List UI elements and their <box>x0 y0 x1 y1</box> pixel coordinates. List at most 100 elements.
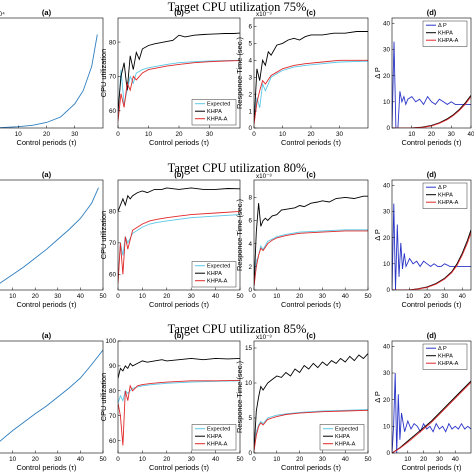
x-tick-label: 50 <box>236 456 244 463</box>
x-tick-label: 0 <box>116 456 120 463</box>
y-tick-label: 70 <box>109 413 117 420</box>
axes-frame <box>117 340 241 454</box>
x-tick-label: 10 <box>408 131 416 138</box>
axis-exponent: x10⁴ <box>0 11 5 18</box>
y-tick-label: 0 <box>386 450 390 457</box>
x-tick-label: 30 <box>188 293 196 300</box>
x-tick-label: 20 <box>163 293 171 300</box>
x-axis-label: Control periods (τ) <box>149 138 209 147</box>
chart-panel-1: 10 20 30 x10⁴ (a) Control periods (τ) <box>0 8 104 147</box>
legend-label: Expected <box>335 427 358 433</box>
y-tick-label: 1 <box>248 108 252 115</box>
y-tick-label: 80 <box>109 39 117 46</box>
axes-frame <box>253 340 369 454</box>
series-line-khpa-a <box>392 381 471 453</box>
axes-frame <box>0 17 104 129</box>
series-line-delta-p <box>392 372 471 453</box>
axes-frame <box>253 179 369 291</box>
x-tick-label: 0 <box>116 293 120 300</box>
y-tick-label: 2 <box>248 91 252 98</box>
y-tick-label: 4 <box>248 58 252 65</box>
x-tick-label: 20 <box>420 456 428 463</box>
y-tick-label: 90 <box>109 363 117 370</box>
x-tick-label: 50 <box>99 293 107 300</box>
legend-label: KHPA <box>438 193 453 199</box>
row-title-75: Target CPU utilization 75% <box>168 0 307 14</box>
x-tick-label: 50 <box>99 456 107 463</box>
series-line-khpa-a <box>392 232 471 290</box>
x-tick-label: 0 <box>252 456 256 463</box>
y-tick-label: 0 <box>248 450 252 457</box>
y-tick-label: 70 <box>109 74 117 81</box>
x-tick-label: 40 <box>459 293 467 300</box>
x-axis-label: Control periods (τ) <box>281 300 341 309</box>
y-tick-label: 0 <box>248 125 252 132</box>
chart-panel-6: 0 10 20 30 40 50 60 70 80 (b) Control periods (τ) C… <box>99 170 244 309</box>
series-line-delta-p <box>392 41 471 128</box>
x-tick-label: 40 <box>77 293 85 300</box>
chart-panel-2: 0 10 20 30 60 70 80 (b) Control periods (τ) CPU u… <box>99 8 241 147</box>
x-tick-label: 20 <box>43 131 51 138</box>
x-tick-label: 10 <box>273 293 281 300</box>
chart-panel-4: 10 20 30 40 0 10 20 30 40 (d) Control periods (τ) Δ… <box>373 8 474 147</box>
panel-label: (a) <box>42 8 52 17</box>
axes-frame <box>0 340 104 454</box>
series-line-khpa <box>254 31 368 125</box>
series-line-khpa-a <box>254 230 368 287</box>
panel-label: (b) <box>174 8 184 17</box>
legend-label: KHPA-A <box>438 200 459 206</box>
legend-label: KHPA-A <box>207 117 228 123</box>
series-line-expected <box>118 214 240 281</box>
x-tick-label: 50 <box>364 456 372 463</box>
y-tick-label: 3 <box>248 74 252 81</box>
y-tick-label: 30 <box>383 370 391 377</box>
y-tick-label: 60 <box>109 108 117 115</box>
y-tick-label: 0 <box>248 287 252 294</box>
series-line-expected <box>118 380 240 404</box>
legend-label: Δ P <box>438 346 447 352</box>
x-axis-label: Control periods (τ) <box>149 300 209 309</box>
legend-label: KHPA <box>207 434 222 440</box>
legend-label: KHPA <box>207 109 222 115</box>
axes-frame <box>391 179 472 291</box>
series-line-expected <box>254 60 368 123</box>
y-tick-label: 5 <box>248 41 252 48</box>
x-tick-label: 30 <box>441 293 449 300</box>
y-tick-label: 2 <box>248 264 252 271</box>
x-tick-label: 30 <box>448 131 456 138</box>
y-axis-label: CPU utilization <box>99 49 108 97</box>
panel-label: (a) <box>42 170 52 179</box>
y-tick-label: 30 <box>383 47 391 54</box>
x-tick-label: 30 <box>436 456 444 463</box>
y-tick-label: 10 <box>383 261 391 268</box>
x-tick-label: 10 <box>279 131 287 138</box>
panel-label: (c) <box>306 331 316 340</box>
panel-label: (d) <box>427 331 437 340</box>
chart-panel-12: 10 20 30 40 0 10 20 30 40 (d) Control periods (τ) Δ… <box>373 331 472 472</box>
x-tick-label: 0 <box>252 293 256 300</box>
x-tick-label: 10 <box>9 293 17 300</box>
x-tick-label: 50 <box>364 293 372 300</box>
x-tick-label: 40 <box>212 293 220 300</box>
y-tick-label: 30 <box>383 209 391 216</box>
legend-label: Expected <box>207 102 230 108</box>
legend-label: Δ P <box>438 185 447 191</box>
x-tick-label: 0 <box>252 131 256 138</box>
y-axis-label: Responce Time (sec.) <box>235 361 244 433</box>
series-line-khpa <box>254 353 368 451</box>
axes-frame <box>117 179 241 291</box>
panels: 102030x10⁴(a)Control periods (τ)01020306… <box>0 8 474 472</box>
chart-panel-3: 0 10 20 30 0 1 2 3 4 5 6 x10⁻³ (c) Control periods (τ… <box>235 8 369 147</box>
y-tick-label: 6 <box>248 218 252 225</box>
y-tick-label: 10 <box>383 424 391 431</box>
y-tick-label: 10 <box>383 99 391 106</box>
legend-label: KHPA-A <box>207 442 228 448</box>
y-tick-label: 15 <box>245 345 253 352</box>
x-tick-label: 40 <box>467 131 474 138</box>
series-line-khpa <box>118 357 240 379</box>
